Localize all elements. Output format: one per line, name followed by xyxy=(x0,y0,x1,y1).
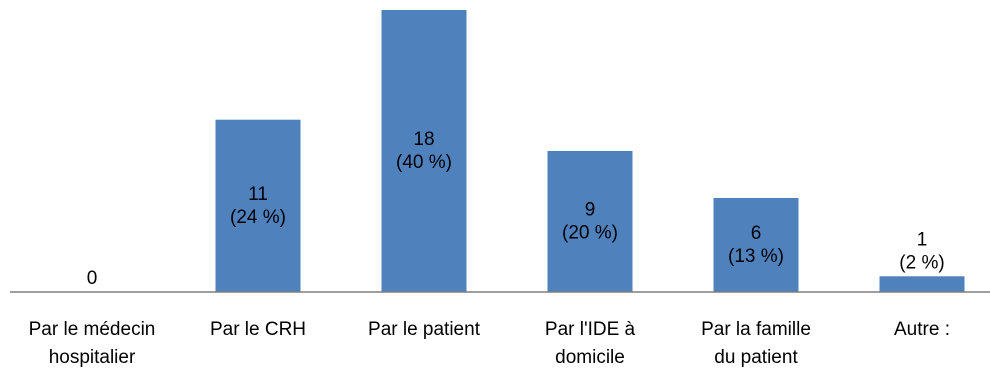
data-label-line: (13 %) xyxy=(728,246,784,267)
category-label-line: Par le patient xyxy=(368,319,481,340)
category-label-3: Par l'IDE à domicile xyxy=(545,319,636,368)
data-label-0: 0 xyxy=(87,268,98,289)
category-label-2: Par le patient xyxy=(368,319,481,340)
data-label-line: (20 %) xyxy=(562,223,618,244)
bar-4 xyxy=(713,198,799,292)
category-label-line: domicile xyxy=(555,347,625,368)
category-label-line: Par le CRH xyxy=(210,319,306,340)
category-label-line: du patient xyxy=(714,347,798,368)
category-labels-group: Par le médecin hospitalier Par le CRH Par l… xyxy=(29,319,950,368)
data-label-line: 0 xyxy=(87,268,98,289)
data-label-line: 11 xyxy=(248,184,268,205)
category-label-1: Par le CRH xyxy=(210,319,306,340)
data-labels-group: 0 11 (24 %) 18 (40 %) 9 (20 %) 6 (13 %) 1 (2 %) xyxy=(87,129,945,289)
category-label-0: Par le médecin hospitalier xyxy=(29,319,156,368)
data-label-3: 9 (20 %) xyxy=(562,200,618,244)
category-label-line: Par le médecin xyxy=(29,319,156,340)
category-label-5: Autre : xyxy=(894,319,950,340)
bars-group xyxy=(215,10,965,292)
data-label-line: 9 xyxy=(585,200,596,221)
data-label-line: (24 %) xyxy=(230,207,286,228)
data-label-4: 6 (13 %) xyxy=(728,223,784,267)
data-label-line: 1 xyxy=(917,229,928,250)
data-label-5: 1 (2 %) xyxy=(899,229,944,273)
data-label-2: 18 (40 %) xyxy=(396,129,452,173)
data-label-line: 6 xyxy=(751,223,762,244)
bar-1 xyxy=(215,119,301,292)
data-label-line: (2 %) xyxy=(899,252,944,273)
category-label-line: Autre : xyxy=(894,319,950,340)
data-label-line: 18 xyxy=(413,129,434,150)
category-label-line: Par la famille xyxy=(701,319,811,340)
category-label-line: hospitalier xyxy=(49,347,136,368)
data-label-1: 11 (24 %) xyxy=(230,184,286,228)
bar-3 xyxy=(547,151,633,292)
bar-5 xyxy=(879,276,965,292)
data-label-line: (40 %) xyxy=(396,152,452,173)
bar-2 xyxy=(381,10,467,292)
category-label-line: Par l'IDE à xyxy=(545,319,636,340)
category-label-4: Par la famille du patient xyxy=(701,319,811,368)
